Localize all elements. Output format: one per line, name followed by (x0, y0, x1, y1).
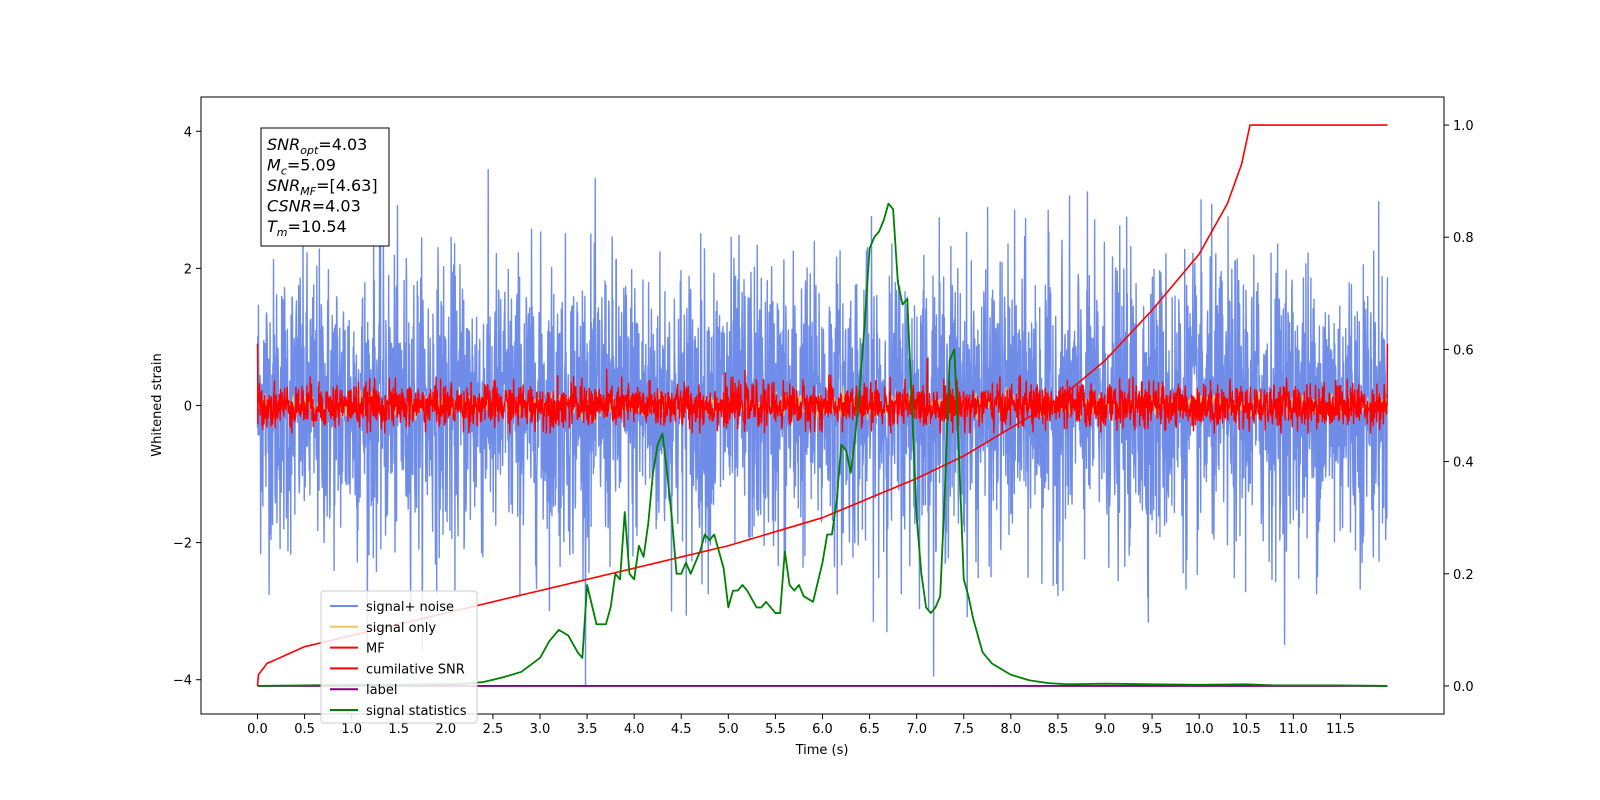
x-tick-label: 10.0 (1185, 722, 1214, 737)
x-tick-label: 3.5 (577, 722, 598, 737)
y2-tick-label: 0.0 (1453, 680, 1474, 695)
x-tick-label: 0.0 (247, 722, 268, 737)
legend: signal+ noise signal only MF cumilative SNR… (320, 590, 478, 724)
x-tick-label: 7.0 (906, 722, 927, 737)
series-mf (256, 343, 1389, 434)
series-cumulative-snr (256, 124, 1388, 687)
y2-tick-label: 0.2 (1453, 568, 1474, 583)
stats-line: SNRopt=4.03 (267, 135, 367, 157)
x-tick-label: 5.5 (765, 722, 786, 737)
legend-label: signal+ noise (366, 600, 454, 615)
x-tick-label: 9.0 (1095, 722, 1116, 737)
stats-symbol: CSNR (267, 197, 312, 216)
x-tick-label: 4.0 (624, 722, 645, 737)
x-tick-label: 2.5 (483, 722, 504, 737)
stats-subscript: opt (300, 144, 319, 157)
stats-line: Tm=10.54 (267, 217, 347, 239)
stats-annotation-frame (260, 127, 390, 247)
x-axis-title: Time (s) (795, 743, 849, 758)
legend-label: signal only (366, 621, 436, 636)
y-axis-right: 1.0 0.8 0.6 0.4 0.2 0.0 (1444, 119, 1474, 695)
stats-line: Mc=5.09 (267, 156, 336, 178)
stats-line: CSNR=4.03 (267, 197, 361, 216)
stats-value: =[4.63] (316, 176, 378, 195)
stats-line: SNRMF=[4.63] (267, 176, 378, 198)
legend-label: label (366, 683, 397, 698)
stats-symbol: SNR (267, 176, 300, 195)
y2-tick-label: 1.0 (1453, 119, 1474, 134)
stats-annotation-box: SNRopt=4.03Mc=5.09SNRMF=[4.63]CSNR=4.03T… (260, 127, 390, 247)
x-tick-label: 8.0 (1000, 722, 1021, 737)
stats-value: =10.54 (288, 217, 347, 236)
stats-subscript: m (277, 226, 288, 239)
y-tick-label: −4 (173, 674, 192, 689)
y-axis-left: 4 2 0 −2 −4 (173, 125, 201, 689)
x-tick-label: 8.5 (1048, 722, 1069, 737)
x-tick-label: 3.0 (530, 722, 551, 737)
x-tick-label: 5.0 (718, 722, 739, 737)
y-tick-label: 2 (184, 262, 192, 277)
x-tick-label: 7.5 (953, 722, 974, 737)
stats-value: =4.03 (318, 135, 367, 154)
legend-label: cumilative SNR (366, 662, 465, 677)
stats-value: =4.03 (312, 197, 361, 216)
stats-subscript: c (281, 165, 287, 178)
x-tick-label: 9.5 (1142, 722, 1163, 737)
x-tick-label: 6.0 (812, 722, 833, 737)
y2-tick-label: 0.4 (1453, 456, 1474, 471)
x-tick-label: 6.5 (859, 722, 880, 737)
x-tick-label: 2.0 (435, 722, 456, 737)
x-tick-label: 1.0 (341, 722, 362, 737)
stats-symbol: SNR (267, 135, 300, 154)
stats-symbol: T (267, 217, 278, 236)
stats-subscript: MF (300, 185, 316, 198)
y-tick-label: 0 (184, 400, 192, 415)
y2-tick-label: 0.6 (1453, 343, 1474, 358)
x-tick-label: 0.5 (294, 722, 315, 737)
legend-label: signal statistics (366, 704, 467, 719)
x-tick-label: 1.5 (388, 722, 409, 737)
stats-symbol: M (267, 156, 281, 175)
x-tick-label: 4.5 (671, 722, 692, 737)
series-signal-statistics (257, 202, 1388, 687)
x-axis: 0.0 0.5 1.0 1.5 2.0 2.5 3.0 3.5 4.0 4.5 5.0 5.5 6.0 6… (247, 714, 1355, 737)
legend-frame (320, 590, 478, 724)
y-tick-label: 4 (184, 125, 192, 140)
x-tick-label: 11.0 (1279, 722, 1308, 737)
y2-tick-label: 0.8 (1453, 231, 1474, 246)
stats-value: =5.09 (287, 156, 336, 175)
legend-label: MF (366, 642, 385, 657)
x-tick-label: 11.5 (1326, 722, 1355, 737)
x-tick-label: 10.5 (1232, 722, 1261, 737)
y-axis-title: Whitened strain (150, 353, 165, 456)
y-tick-label: −2 (173, 537, 192, 552)
